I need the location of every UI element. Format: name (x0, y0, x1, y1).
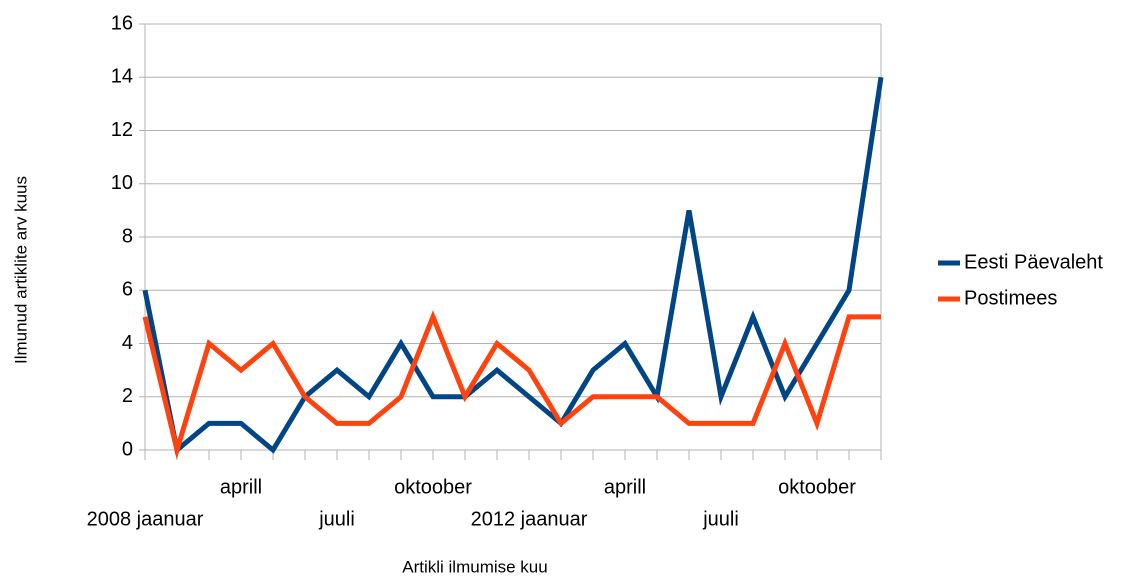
y-tick-label: 6 (122, 279, 133, 301)
x-tick-label: juuli (702, 508, 739, 530)
y-tick-label: 16 (111, 12, 133, 34)
y-tick-label: 0 (122, 438, 133, 460)
line-series (142, 76, 884, 455)
x-tick-label: 2012 jaanuar (471, 508, 588, 530)
y-tick-label: 2 (122, 385, 133, 407)
y-tick-label: 10 (111, 172, 133, 194)
y-tick-label: 8 (122, 225, 133, 247)
x-tick-label: aprill (220, 476, 262, 498)
x-tick-label: 2008 jaanuar (87, 508, 204, 530)
x-axis-title: Artikli ilmumise kuu (402, 557, 547, 576)
line-series (142, 310, 881, 460)
x-tick-label: juuli (318, 508, 355, 530)
x-tick-label: oktoober (394, 476, 472, 498)
y-tick-label: 12 (111, 119, 133, 141)
legend-label: Eesti Päevaleht (964, 251, 1103, 273)
legend-label: Postimees (964, 287, 1057, 309)
y-tick-label: 14 (111, 66, 133, 88)
x-tick-label: aprill (604, 476, 646, 498)
y-axis-title: Ilmunud artiklite arv kuus (11, 176, 30, 364)
x-tick-label: oktoober (778, 476, 856, 498)
y-tick-label: 4 (122, 332, 133, 354)
